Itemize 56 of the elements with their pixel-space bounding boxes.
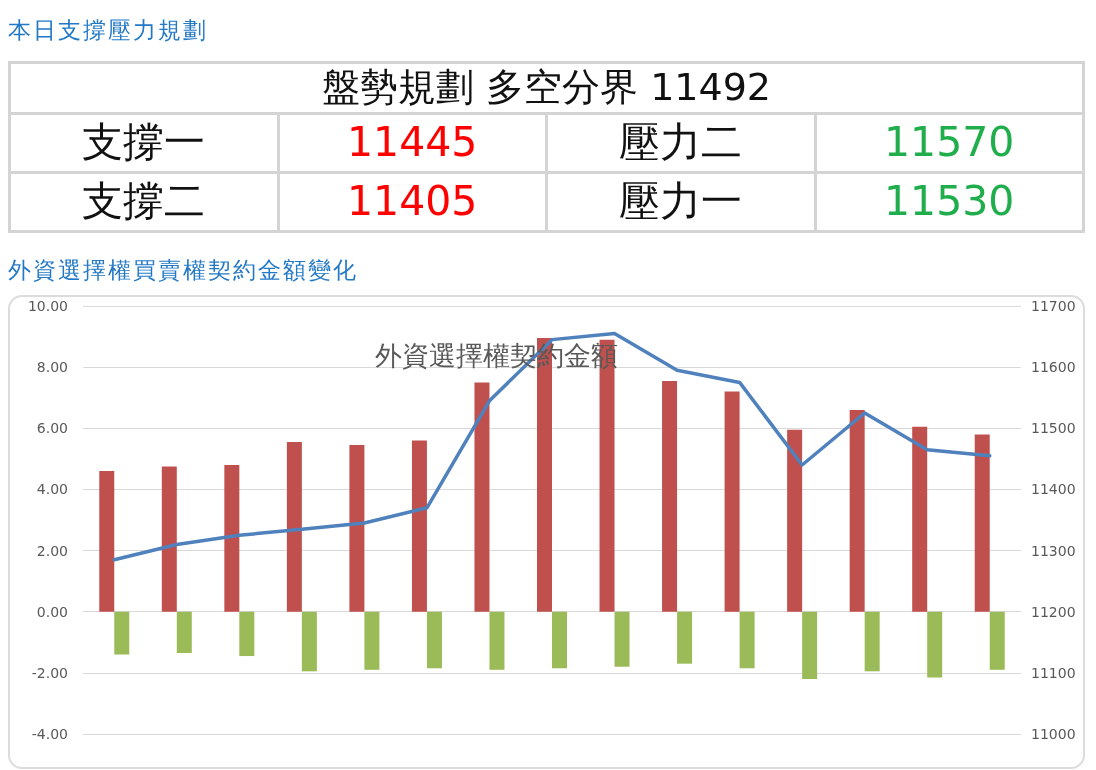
y-tick-label: -4.00: [31, 726, 68, 742]
bar: [739, 611, 755, 669]
y2-tick-label: 11600: [1031, 359, 1076, 376]
bar: [286, 442, 302, 612]
y-tick-label: 4.00: [36, 481, 68, 498]
y-tick-label: 0.00: [36, 603, 68, 620]
bar: [239, 611, 255, 657]
bar: [99, 471, 115, 612]
bar: [662, 380, 678, 612]
y2-tick-label: 11300: [1031, 542, 1076, 559]
bar: [411, 440, 427, 612]
text: 11405: [278, 172, 547, 232]
bar: [677, 611, 693, 664]
y2-tick-label: 11100: [1031, 664, 1076, 681]
y2-tick-label: 11400: [1031, 481, 1076, 498]
bar: [912, 426, 928, 612]
text: 11445: [278, 113, 547, 173]
y2-tick-label: 11500: [1031, 420, 1076, 437]
y-tick-label: 6.00: [36, 420, 68, 437]
line-series: [112, 331, 992, 562]
bar: [301, 611, 317, 672]
text: 壓力二: [546, 113, 815, 173]
text: 11570: [815, 113, 1084, 173]
y-tick-label: 10.00: [27, 298, 68, 314]
bar: [349, 445, 365, 612]
y2-tick-label: 11200: [1031, 603, 1076, 620]
bar: [426, 611, 442, 669]
bar: [802, 611, 818, 679]
bar: [724, 391, 740, 612]
text: 支撐一: [9, 113, 278, 173]
text: 支撐二: [9, 172, 278, 232]
text: 盤勢規劃 多空分界 11492: [9, 62, 1084, 114]
bar: [474, 382, 490, 612]
y-tick-label: 2.00: [36, 542, 68, 559]
chart-title: 外資選擇權買賣權契約金額變化: [8, 257, 358, 283]
y-tick-label: -2.00: [31, 664, 68, 681]
bar: [176, 611, 192, 653]
bar: [787, 429, 803, 612]
bar: [489, 611, 505, 670]
bar: [614, 611, 630, 667]
text: 本日支撐壓力規劃: [8, 17, 208, 43]
bar: [224, 464, 240, 612]
text: 壓力一: [546, 172, 815, 232]
y2-tick-label: 11000: [1031, 726, 1076, 742]
y2-tick-label: 11700: [1031, 298, 1076, 314]
bar: [364, 611, 380, 670]
bar: [552, 611, 567, 669]
bar: [989, 611, 1005, 670]
bar: [864, 611, 880, 672]
bar: [927, 611, 943, 678]
bar: [974, 434, 990, 612]
bar: [114, 611, 130, 655]
text: 11530: [815, 172, 1084, 232]
y-tick-label: 8.00: [36, 359, 68, 376]
bar: [849, 409, 865, 612]
bar: [161, 466, 177, 612]
